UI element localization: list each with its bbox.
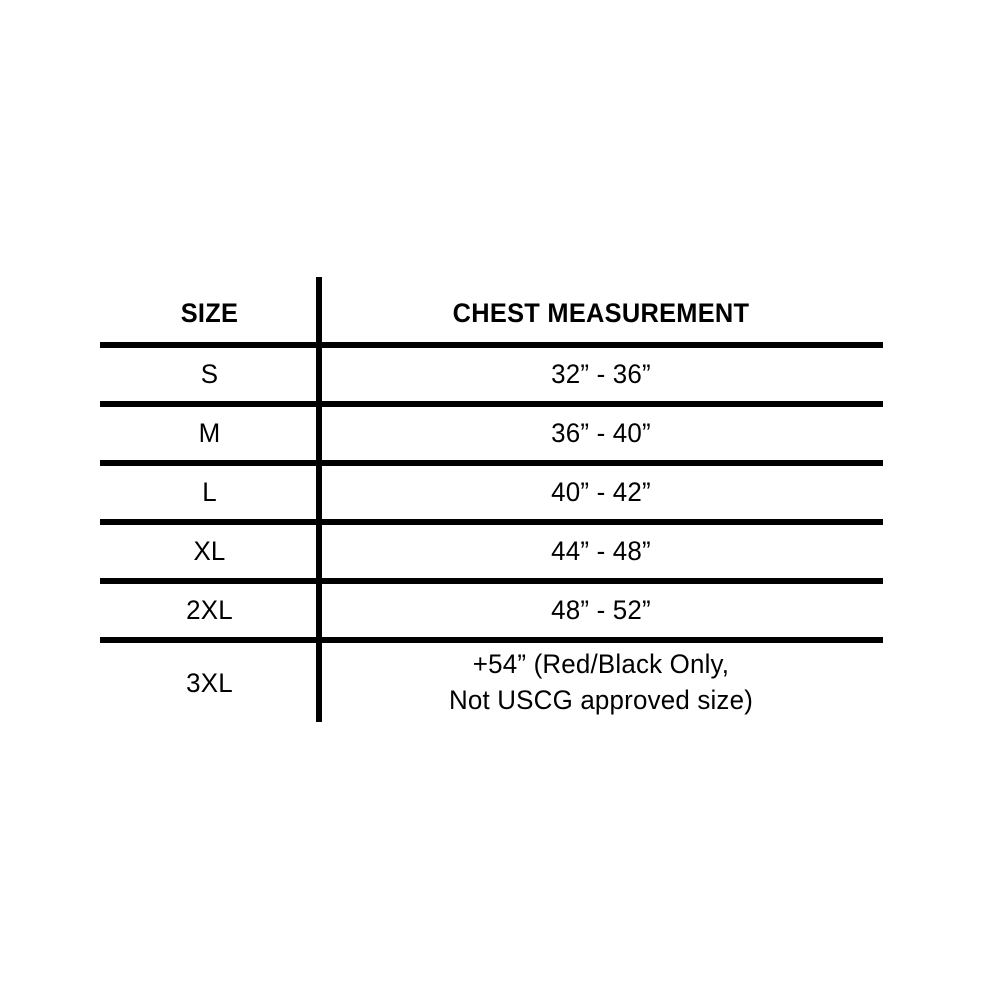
cell-chest-xl: 44” - 48”	[551, 535, 651, 566]
rule-under-header	[100, 342, 883, 348]
cell-chest-l: 40” - 42”	[551, 476, 651, 507]
size-chart-table: SIZE CHEST MEASUREMENT S 32” - 36” M 36”…	[100, 277, 883, 722]
table-row: 3XL +54” (Red/Black Only, Not USCG appro…	[100, 647, 883, 719]
cell-size-xl: XL	[193, 535, 226, 566]
cell-chest-3xl-line2: Not USCG approved size)	[448, 685, 754, 715]
cell-chest-3xl-line1: +54” (Red/Black Only,	[472, 649, 730, 680]
column-divider	[316, 277, 322, 722]
rule-under-row-m	[100, 460, 883, 466]
cell-size-2xl: 2XL	[186, 594, 233, 625]
rule-under-row-xl	[100, 578, 883, 584]
table-header-row: SIZE CHEST MEASUREMENT	[100, 293, 883, 333]
cell-chest-2xl: 48” - 52”	[551, 594, 651, 625]
table-row: S 32” - 36”	[100, 352, 883, 396]
table-row: 2XL 48” - 52”	[100, 588, 883, 632]
cell-chest-m: 36” - 40”	[551, 417, 651, 448]
cell-size-l: L	[202, 476, 217, 507]
header-cell-size: SIZE	[180, 297, 239, 328]
cell-size-m: M	[198, 417, 221, 448]
rule-under-row-l	[100, 519, 883, 525]
table-row: M 36” - 40”	[100, 411, 883, 455]
cell-size-3xl: 3XL	[186, 667, 233, 698]
rule-under-row-2xl	[100, 637, 883, 643]
cell-chest-s: 32” - 36”	[551, 358, 651, 389]
header-cell-chest: CHEST MEASUREMENT	[452, 297, 750, 328]
rule-under-row-s	[100, 401, 883, 407]
cell-chest-3xl: +54” (Red/Black Only, Not USCG approved …	[330, 647, 871, 718]
cell-size-s: S	[200, 358, 219, 389]
table-row: L 40” - 42”	[100, 470, 883, 514]
table-row: XL 44” - 48”	[100, 529, 883, 573]
